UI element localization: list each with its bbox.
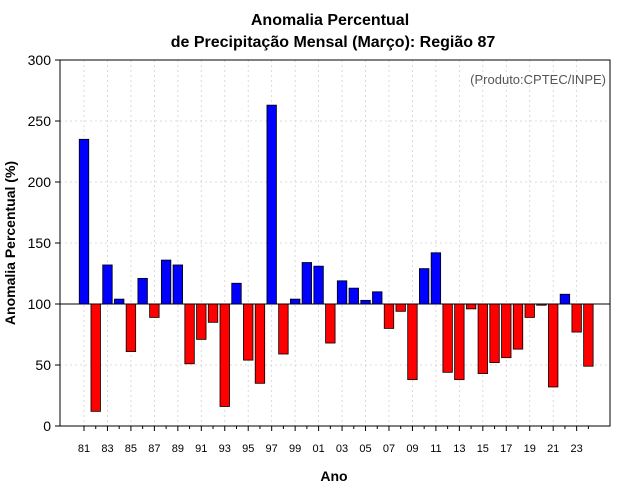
y-tick-label-250: 250 bbox=[28, 113, 52, 129]
bar-18 bbox=[512, 303, 524, 350]
x-tick-label-93: 93 bbox=[219, 443, 231, 455]
bar-12 bbox=[442, 303, 453, 373]
bar-95 bbox=[243, 303, 254, 361]
x-tick-label-21: 21 bbox=[547, 443, 559, 455]
bar-97 bbox=[266, 104, 277, 305]
x-tick-label-07: 07 bbox=[383, 443, 395, 455]
x-tick-label-03: 03 bbox=[336, 443, 348, 455]
x-tick-label-91: 91 bbox=[195, 443, 207, 455]
x-tick-label-83: 83 bbox=[101, 443, 113, 455]
x-tick-label-99: 99 bbox=[289, 443, 301, 455]
bar-14 bbox=[465, 303, 477, 310]
bar-08 bbox=[395, 303, 406, 312]
x-tick-label-87: 87 bbox=[148, 443, 160, 455]
bar-15 bbox=[477, 303, 488, 374]
bar-83 bbox=[102, 264, 113, 305]
bar-91 bbox=[196, 303, 207, 340]
bar-06 bbox=[372, 291, 383, 305]
y-axis-ticks: 0 50 100 150 200 250 300 bbox=[28, 52, 60, 434]
y-tick-label-50: 50 bbox=[35, 357, 51, 373]
x-tick-label-13: 13 bbox=[453, 443, 465, 455]
bar-87 bbox=[149, 303, 160, 318]
x-axis-label: Ano bbox=[320, 468, 347, 484]
bar-99 bbox=[289, 298, 301, 305]
bars bbox=[78, 104, 594, 412]
x-tick-label-97: 97 bbox=[266, 443, 278, 455]
bar-02 bbox=[325, 303, 336, 344]
bar-21 bbox=[548, 303, 559, 388]
x-tick-label-17: 17 bbox=[500, 443, 512, 455]
bar-23 bbox=[571, 303, 582, 333]
bar-90 bbox=[184, 303, 195, 365]
bar-16 bbox=[489, 303, 500, 363]
bar-84 bbox=[114, 298, 125, 305]
x-tick-label-05: 05 bbox=[359, 443, 371, 455]
y-tick-label-200: 200 bbox=[28, 174, 52, 190]
bar-96 bbox=[254, 303, 266, 384]
bar-05 bbox=[360, 299, 371, 305]
x-tick-label-01: 01 bbox=[312, 443, 324, 455]
chart-title-line-2: de Precipitação Mensal (Março): Região 8… bbox=[171, 34, 496, 51]
x-tick-label-15: 15 bbox=[477, 443, 489, 455]
x-tick-label-85: 85 bbox=[125, 443, 137, 455]
credit-annotation: (Produto:CPTEC/INPE) bbox=[470, 72, 606, 87]
bar-82 bbox=[90, 303, 101, 412]
bar-13 bbox=[454, 303, 465, 381]
bar-04 bbox=[348, 287, 359, 305]
bar-85 bbox=[125, 303, 137, 352]
bar-86 bbox=[137, 277, 148, 305]
y-axis-label: Anomalia Percentual (%) bbox=[2, 161, 18, 325]
x-tick-label-09: 09 bbox=[406, 443, 418, 455]
bar-19 bbox=[524, 303, 535, 318]
bar-98 bbox=[278, 303, 289, 355]
bar-92 bbox=[207, 303, 219, 323]
x-tick-label-81: 81 bbox=[78, 443, 90, 455]
bar-94 bbox=[231, 282, 242, 305]
x-tick-label-95: 95 bbox=[242, 443, 254, 455]
bar-10 bbox=[419, 268, 430, 305]
x-tick-label-23: 23 bbox=[571, 443, 583, 455]
bar-11 bbox=[430, 252, 442, 305]
bar-00 bbox=[301, 262, 313, 305]
bar-88 bbox=[160, 259, 172, 305]
bar-24 bbox=[583, 303, 594, 367]
bar-81 bbox=[78, 138, 90, 305]
bar-93 bbox=[219, 303, 230, 407]
y-tick-label-100: 100 bbox=[28, 296, 52, 312]
bar-17 bbox=[501, 303, 512, 359]
x-tick-label-89: 89 bbox=[172, 443, 184, 455]
bar-09 bbox=[407, 303, 418, 381]
chart-title-line-1: Anomalia Percentual bbox=[251, 12, 409, 29]
bar-89 bbox=[172, 264, 183, 305]
bar-03 bbox=[336, 280, 348, 305]
bar-22 bbox=[559, 293, 571, 305]
x-tick-label-19: 19 bbox=[524, 443, 536, 455]
y-tick-label-300: 300 bbox=[28, 52, 52, 68]
x-tick-label-11: 11 bbox=[430, 443, 441, 455]
y-tick-label-0: 0 bbox=[43, 418, 51, 434]
y-tick-label-150: 150 bbox=[28, 235, 52, 251]
grid-lines bbox=[60, 59, 610, 427]
bar-07 bbox=[383, 303, 395, 329]
bar-01 bbox=[313, 265, 324, 305]
x-axis-ticks: 81 83 85 87 89 91 93 95 97 99 01 03 05 07 09 11 13 15 17 19… bbox=[78, 426, 589, 455]
